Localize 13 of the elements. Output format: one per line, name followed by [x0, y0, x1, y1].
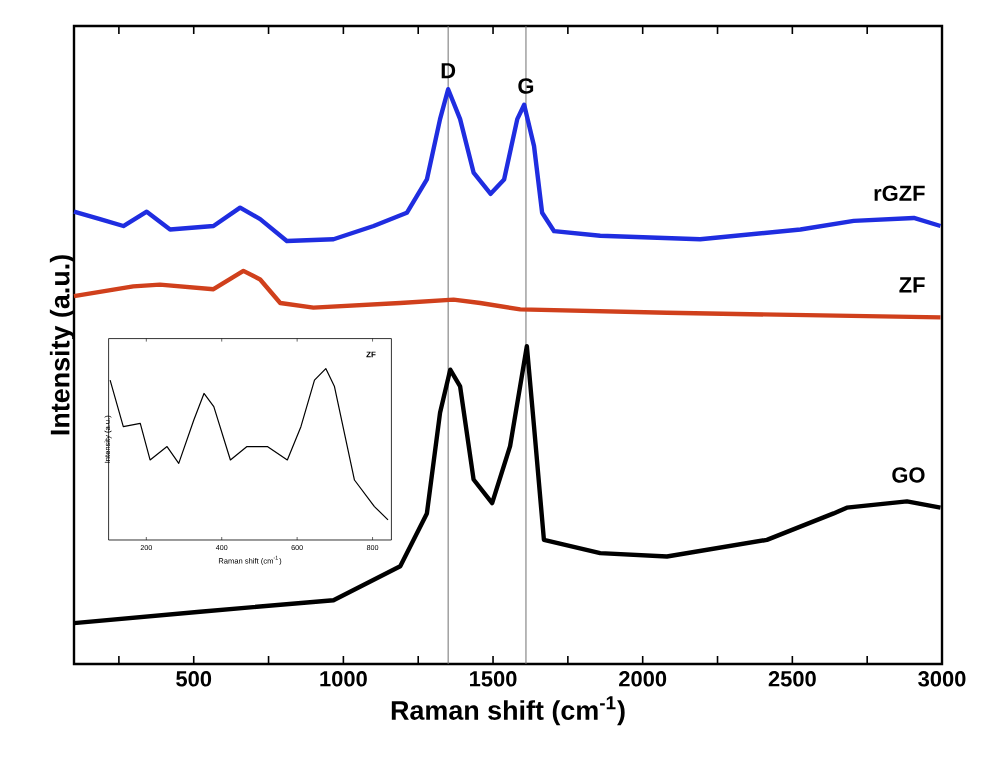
x-tick-label: 2500	[768, 671, 816, 687]
series-label: ZF	[899, 277, 925, 293]
x-tick-label: 500	[176, 671, 212, 687]
series-label: GO	[892, 467, 925, 483]
y-axis-title: Intensity (a.u.)	[49, 255, 75, 435]
annotation: G	[518, 78, 534, 94]
annotation: D	[441, 63, 456, 79]
x-tick-label: 3000	[918, 671, 966, 687]
x-tick-label: 2000	[619, 671, 667, 687]
x-axis-title: Raman shift (cm$^{-1}$)	[391, 696, 625, 726]
series-label: rGZF	[874, 185, 925, 202]
x-tick-label: 1500	[470, 671, 517, 687]
x-tick-label: 1000	[320, 671, 367, 687]
